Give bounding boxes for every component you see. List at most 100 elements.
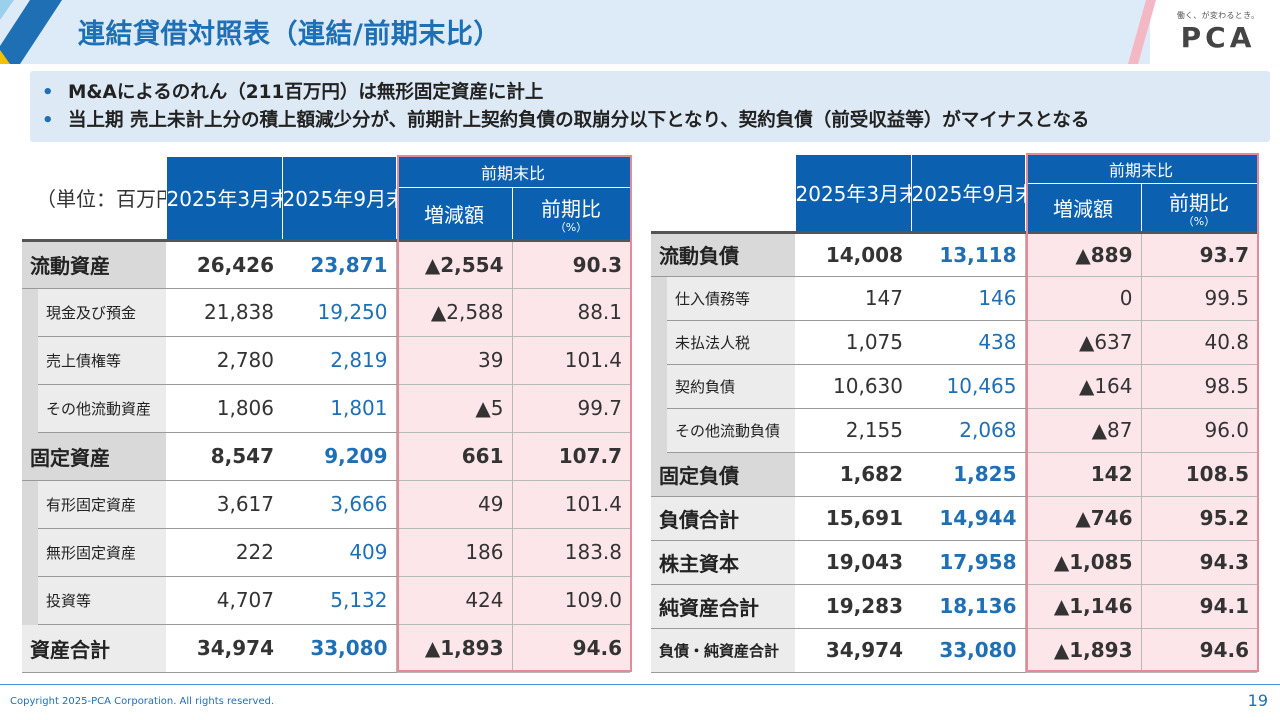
value-pct: 101.4: [511, 480, 631, 529]
value-pct: 98.5: [1140, 364, 1258, 409]
row-label: 有形固定資産: [38, 480, 166, 529]
logo-tagline: 働く、が変わるとき。: [1176, 11, 1260, 20]
table-row-total-liabilities-and-net-assets: 負債・純資産合計 34,974 33,080 ▲1,893 94.6: [651, 628, 1258, 673]
bullet-item: • M&Aによるのれん（211百万円）は無形固定資産に計上: [42, 79, 1270, 107]
row-indent: [651, 276, 667, 321]
row-indent: [22, 576, 38, 625]
value-cur: 146: [911, 276, 1025, 321]
summary-box: • M&Aによるのれん（211百万円）は無形固定資産に計上 • 当上期 売上未計上分…: [30, 71, 1270, 142]
value-change: ▲164: [1024, 364, 1141, 409]
value-change: ▲2,554: [395, 238, 512, 289]
page-number: 19: [1247, 691, 1268, 710]
header-slash-decoration: [1128, 0, 1156, 64]
row-label: 投資等: [38, 576, 166, 625]
value-pct: 101.4: [511, 336, 631, 385]
value-change: ▲1,893: [395, 624, 512, 673]
value-pct: 109.0: [511, 576, 631, 625]
value-prev: 8,547: [166, 432, 282, 481]
value-prev: 3,617: [166, 480, 282, 529]
value-change: 142: [1024, 452, 1141, 497]
row-indent: [22, 528, 38, 577]
row-label: 契約負債: [667, 364, 795, 409]
value-change: ▲2,588: [395, 288, 512, 337]
table-row-contract-liabilities: 契約負債 10,630 10,465 ▲164 98.5: [651, 364, 1258, 409]
row-label: 無形固定資産: [38, 528, 166, 577]
column-header-pct-unit: （%）: [554, 220, 588, 234]
table-row-income-taxes-payable: 未払法人税 1,075 438 ▲637 40.8: [651, 320, 1258, 365]
row-label: 負債・純資産合計: [651, 628, 795, 673]
table-row-total-liabilities: 負債合計 15,691 14,944 ▲746 95.2: [651, 496, 1258, 541]
value-cur: 9,209: [282, 432, 396, 481]
value-cur: 5,132: [282, 576, 396, 625]
table-row-shareholders-equity: 株主資本 19,043 17,958 ▲1,085 94.3: [651, 540, 1258, 585]
value-pct: 94.6: [1140, 628, 1258, 673]
row-label: 売上債権等: [38, 336, 166, 385]
value-pct: 99.5: [1140, 276, 1258, 321]
column-header-prev: 2025年3月末: [794, 155, 912, 232]
header-band: [0, 0, 1280, 64]
table-row-non-current-assets: 固定資産 8,547 9,209 661 107.7: [22, 432, 631, 481]
value-prev: 2,155: [795, 408, 911, 453]
row-label: 固定負債: [651, 452, 795, 497]
value-prev: 147: [795, 276, 911, 321]
value-prev: 1,806: [166, 384, 282, 433]
value-cur: 2,068: [911, 408, 1025, 453]
table-row-total-net-assets: 純資産合計 19,283 18,136 ▲1,146 94.1: [651, 584, 1258, 629]
bullet-text: 当上期 売上未計上分の積上額減少分が、前期計上契約負債の取崩分以下となり、契約負…: [68, 110, 1090, 131]
value-cur: 23,871: [282, 238, 396, 289]
column-header-group: 前期末比: [1024, 155, 1258, 184]
value-pct: 183.8: [511, 528, 631, 577]
assets-table: （単位：百万円） 2025年3月末 2025年9月末 前期末比 増減額 前期比（…: [22, 157, 631, 673]
bullet-item: • 当上期 売上未計上分の積上額減少分が、前期計上契約負債の取崩分以下となり、契約…: [42, 107, 1270, 135]
value-prev: 2,780: [166, 336, 282, 385]
footer-divider: [0, 684, 1280, 685]
row-label: 純資産合計: [651, 584, 795, 629]
value-cur: 13,118: [911, 230, 1025, 277]
value-cur: 3,666: [282, 480, 396, 529]
value-pct: 93.7: [1140, 230, 1258, 277]
value-cur: 33,080: [911, 628, 1025, 673]
value-cur: 14,944: [911, 496, 1025, 541]
value-prev: 1,682: [795, 452, 911, 497]
column-header-pct-label: 前期比: [541, 196, 601, 221]
value-change: 186: [395, 528, 512, 577]
value-prev: 34,974: [166, 624, 282, 673]
value-change: ▲746: [1024, 496, 1141, 541]
value-cur: 1,825: [911, 452, 1025, 497]
value-cur: 409: [282, 528, 396, 577]
value-prev: 19,283: [795, 584, 911, 629]
value-cur: 19,250: [282, 288, 396, 337]
value-pct: 94.3: [1140, 540, 1258, 585]
table-row-investments: 投資等 4,707 5,132 424 109.0: [22, 576, 631, 625]
company-logo: 働く、が変わるとき。 PCA: [1166, 8, 1270, 60]
column-header-change: 増減額: [395, 187, 513, 240]
row-label: 固定資産: [22, 432, 166, 481]
column-header-pct: 前期比 （%）: [511, 187, 631, 240]
row-label: その他流動資産: [38, 384, 166, 433]
value-cur: 2,819: [282, 336, 396, 385]
value-pct: 90.3: [511, 238, 631, 289]
row-indent: [651, 408, 667, 453]
value-prev: 21,838: [166, 288, 282, 337]
value-pct: 95.2: [1140, 496, 1258, 541]
row-label: 仕入債務等: [667, 276, 795, 321]
value-change: ▲5: [395, 384, 512, 433]
table-row-total-assets: 資産合計 34,974 33,080 ▲1,893 94.6: [22, 624, 631, 673]
bullet-text: M&Aによるのれん（211百万円）は無形固定資産に計上: [68, 82, 544, 103]
logo-text: PCA: [1180, 21, 1256, 54]
table-row-tangible-assets: 有形固定資産 3,617 3,666 49 101.4: [22, 480, 631, 529]
value-cur: 438: [911, 320, 1025, 365]
row-indent: [22, 336, 38, 385]
bullet-dot-icon: •: [42, 82, 54, 103]
value-change: 39: [395, 336, 512, 385]
value-pct: 107.7: [511, 432, 631, 481]
value-pct: 99.7: [511, 384, 631, 433]
value-pct: 88.1: [511, 288, 631, 337]
unit-label: （単位：百万円）: [22, 157, 166, 240]
row-indent: [22, 480, 38, 529]
value-change: ▲1,085: [1024, 540, 1141, 585]
row-label: 流動負債: [651, 230, 795, 277]
row-indent: [651, 320, 667, 365]
table-row-receivables: 売上債権等 2,780 2,819 39 101.4: [22, 336, 631, 385]
value-prev: 222: [166, 528, 282, 577]
